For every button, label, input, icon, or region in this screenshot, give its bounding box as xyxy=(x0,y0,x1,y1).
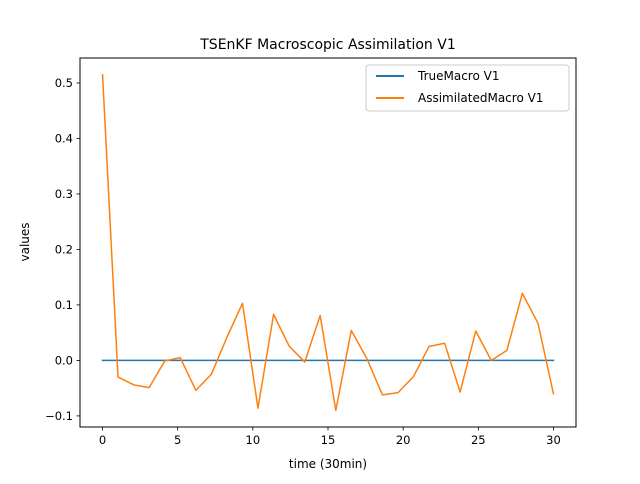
legend: TrueMacro V1 AssimilatedMacro V1 xyxy=(365,64,570,112)
y-axis-label: values xyxy=(18,222,32,261)
x-tick-label: 5 xyxy=(174,433,181,447)
y-tick-label: 0.2 xyxy=(55,242,73,256)
x-tick-label: 20 xyxy=(396,433,411,447)
y-tick-label: −0.1 xyxy=(45,409,73,423)
x-axis-label: time (30min) xyxy=(289,457,367,471)
x-tick-label: 0 xyxy=(99,433,106,447)
legend-label-truemacro: TrueMacro V1 xyxy=(417,69,499,83)
x-axis: 0 5 10 15 20 25 30 xyxy=(99,427,561,447)
chart-title: TSEnKF Macroscopic Assimilation V1 xyxy=(199,37,456,53)
y-tick-label: 0.5 xyxy=(55,76,73,90)
legend-box xyxy=(365,64,570,112)
x-tick-label: 10 xyxy=(246,433,261,447)
y-tick-label: 0.4 xyxy=(55,131,73,145)
plot-lines xyxy=(101,73,555,412)
y-tick-label: 0.3 xyxy=(55,187,73,201)
y-tick-label: 0.0 xyxy=(55,353,73,367)
series-line-assimilatedmacro-v1 xyxy=(101,73,555,412)
plot-area-frame xyxy=(79,57,577,428)
y-axis: −0.1 0.0 0.1 0.2 0.3 0.4 0.5 xyxy=(45,76,80,423)
x-tick-label: 25 xyxy=(471,433,486,447)
x-tick-label: 15 xyxy=(321,433,336,447)
x-tick-label: 30 xyxy=(546,433,561,447)
y-tick-label: 0.1 xyxy=(55,298,73,312)
legend-label-assimilatedmacro: AssimilatedMacro V1 xyxy=(418,91,543,105)
